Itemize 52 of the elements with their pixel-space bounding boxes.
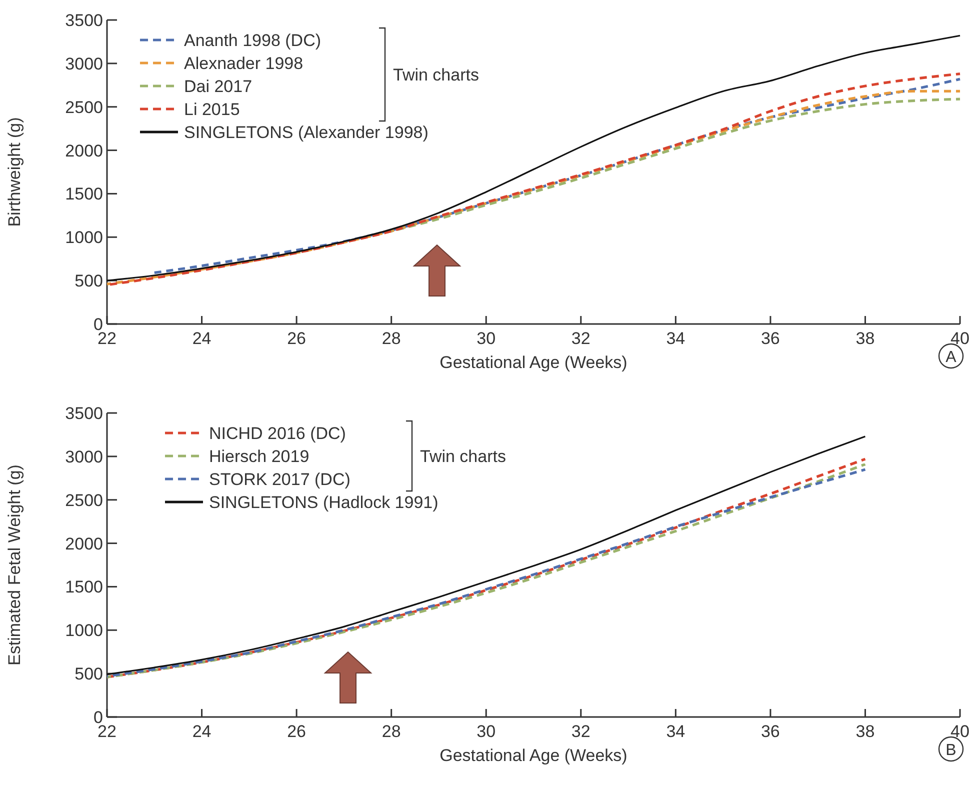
annotation: Twin charts xyxy=(393,66,479,84)
legend-label: Dai 2017 xyxy=(184,77,252,96)
legend-label: SINGLETONS (Hadlock 1991) xyxy=(209,493,438,512)
y-tick-label: 3500 xyxy=(65,404,103,423)
x-axis-title: Gestational Age (Weeks) xyxy=(440,353,628,372)
x-tick-label: 28 xyxy=(382,722,401,741)
legend-label: STORK 2017 (DC) xyxy=(209,470,350,489)
x-axis-title: Gestational Age (Weeks) xyxy=(440,746,628,765)
x-tick-label: 38 xyxy=(856,329,875,348)
x-tick-label: 40 xyxy=(950,722,969,741)
y-axis-title: Birthweight (g) xyxy=(5,117,24,227)
legend-label: Hiersch 2019 xyxy=(209,447,310,466)
y-tick-label: 1500 xyxy=(65,578,103,597)
annotation: Twin charts xyxy=(420,447,506,466)
x-tick-label: 30 xyxy=(476,722,496,741)
y-tick-label: 2500 xyxy=(65,98,103,117)
x-tick-label: 32 xyxy=(571,329,590,348)
legend-label: Ananth 1998 (DC) xyxy=(184,31,322,50)
y-axis-title: Estimated Fetal Weight (g) xyxy=(5,464,24,666)
legend-label: Li 2015 xyxy=(184,100,240,119)
x-tick-label: 34 xyxy=(666,722,686,741)
y-tick-label: 500 xyxy=(74,664,103,684)
x-tick-label: 24 xyxy=(192,329,212,348)
x-tick-label: 40 xyxy=(950,329,969,348)
y-tick-label: 3500 xyxy=(65,11,103,30)
x-tick-label: 34 xyxy=(666,329,686,348)
x-tick-label: 26 xyxy=(287,329,306,348)
x-tick-label: 22 xyxy=(98,329,116,348)
text: A xyxy=(946,349,957,366)
x-tick-label: 24 xyxy=(192,722,212,741)
legend-label: NICHD 2016 (DC) xyxy=(209,424,346,443)
line-series xyxy=(106,34,961,282)
y-tick-label: 1500 xyxy=(65,184,103,204)
x-tick-label: 38 xyxy=(856,722,875,741)
y-tick-label: 3000 xyxy=(65,54,103,74)
x-tick-label: 22 xyxy=(98,722,116,741)
y-tick-label: 2500 xyxy=(65,490,103,510)
y-tick-label: 500 xyxy=(74,272,103,291)
y-tick-label: 1000 xyxy=(65,228,103,248)
x-tick-label: 30 xyxy=(476,329,496,348)
y-tick-label: 1000 xyxy=(65,621,103,640)
x-tick-label: 36 xyxy=(760,722,780,741)
y-tick-label: 2000 xyxy=(65,141,103,160)
x-tick-label: 36 xyxy=(760,329,780,348)
legend-label: SINGLETONS (Alexander 1998) xyxy=(184,123,428,142)
legend-label: Alexnader 1998 xyxy=(184,54,304,73)
x-tick-label: 32 xyxy=(571,722,590,741)
x-tick-label: 28 xyxy=(382,329,401,348)
y-tick-label: 2000 xyxy=(65,534,103,554)
x-tick-label: 26 xyxy=(287,722,306,741)
y-tick-label: 3000 xyxy=(65,447,103,466)
text: B xyxy=(946,742,956,759)
